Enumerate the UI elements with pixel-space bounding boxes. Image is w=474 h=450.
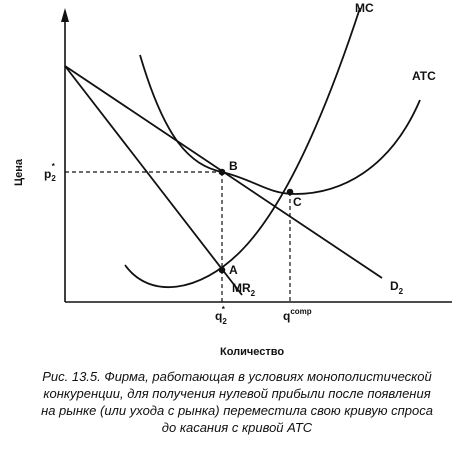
demand-label: D2 xyxy=(390,279,404,296)
point-a-label: A xyxy=(229,263,238,277)
atc-curve xyxy=(139,54,421,195)
point-a-marker xyxy=(218,266,226,274)
q2-tick-label: q2* xyxy=(215,305,227,326)
qcomp-tick-label: qcomp xyxy=(283,307,312,323)
diagram-svg: MC ATC MR2 D2 B A C p2* q2* qcomp Цена К… xyxy=(13,1,452,358)
point-b-label: B xyxy=(229,159,238,173)
mc-label: MC xyxy=(355,1,374,15)
x-axis-title: Количество xyxy=(220,346,284,358)
caption-line-3: на рынке (или ухода с рынка) переместила… xyxy=(41,403,433,418)
caption-line-2: конкуренции, для получения нулевой прибы… xyxy=(43,386,431,401)
y-axis-arrow xyxy=(61,8,69,22)
atc-label: ATC xyxy=(412,69,436,83)
mr-curve xyxy=(64,65,243,296)
caption-line-4: до касания с кривой ATC xyxy=(161,420,313,435)
diagram: MC ATC MR2 D2 B A C p2* q2* qcomp Цена К… xyxy=(13,1,452,358)
y-axis-title: Цена xyxy=(13,158,25,186)
point-c-marker xyxy=(286,188,294,196)
point-b-marker xyxy=(218,168,226,176)
p2-tick-label: p2* xyxy=(44,162,56,183)
figure-caption: Рис. 13.5. Фирма, работающая в условиях … xyxy=(0,368,474,436)
point-c-label: C xyxy=(293,195,302,209)
mr-label: MR2 xyxy=(232,281,256,298)
caption-line-1: Рис. 13.5. Фирма, работающая в условиях … xyxy=(42,369,432,384)
mc-curve xyxy=(124,7,361,288)
